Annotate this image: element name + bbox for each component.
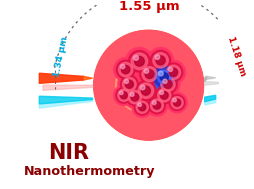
- Circle shape: [140, 85, 145, 90]
- Circle shape: [145, 70, 153, 78]
- Circle shape: [161, 60, 185, 84]
- Circle shape: [160, 77, 174, 91]
- Circle shape: [116, 60, 134, 79]
- Circle shape: [95, 32, 201, 139]
- Circle shape: [173, 99, 180, 106]
- Text: 1.34 μm: 1.34 μm: [52, 36, 69, 78]
- Polygon shape: [43, 85, 92, 90]
- Circle shape: [155, 87, 172, 104]
- Circle shape: [150, 50, 170, 70]
- Circle shape: [113, 58, 137, 81]
- Circle shape: [131, 93, 138, 101]
- Circle shape: [162, 79, 166, 83]
- Circle shape: [124, 79, 128, 84]
- Circle shape: [147, 47, 173, 73]
- Circle shape: [155, 72, 179, 96]
- Circle shape: [166, 65, 180, 80]
- Text: 1.55 μm: 1.55 μm: [119, 0, 179, 13]
- Polygon shape: [206, 76, 215, 79]
- Text: 1.18 μm: 1.18 μm: [225, 36, 246, 78]
- Circle shape: [89, 26, 207, 145]
- Polygon shape: [39, 100, 92, 108]
- Circle shape: [170, 97, 182, 109]
- Text: Nanothermometry: Nanothermometry: [24, 165, 155, 178]
- Circle shape: [135, 81, 155, 101]
- Circle shape: [126, 88, 143, 106]
- Circle shape: [113, 85, 133, 105]
- Circle shape: [168, 67, 172, 71]
- Circle shape: [172, 98, 176, 102]
- Circle shape: [116, 87, 131, 103]
- Circle shape: [160, 73, 168, 81]
- Circle shape: [158, 75, 177, 94]
- Circle shape: [158, 71, 163, 76]
- Circle shape: [117, 89, 129, 101]
- Circle shape: [91, 28, 205, 143]
- Circle shape: [93, 30, 203, 140]
- Circle shape: [163, 80, 171, 88]
- Circle shape: [160, 91, 167, 99]
- Circle shape: [120, 64, 124, 69]
- Circle shape: [134, 57, 144, 66]
- Circle shape: [119, 91, 123, 94]
- Circle shape: [130, 92, 134, 96]
- Circle shape: [115, 58, 170, 113]
- Circle shape: [128, 50, 150, 72]
- Circle shape: [128, 91, 141, 104]
- Polygon shape: [39, 96, 92, 104]
- Circle shape: [153, 84, 174, 106]
- Circle shape: [136, 101, 148, 113]
- Circle shape: [166, 93, 186, 113]
- Circle shape: [144, 69, 148, 73]
- Circle shape: [146, 95, 167, 116]
- Circle shape: [150, 99, 163, 112]
- Circle shape: [136, 62, 161, 87]
- Circle shape: [134, 99, 150, 115]
- Circle shape: [148, 97, 165, 114]
- Circle shape: [152, 101, 155, 105]
- Polygon shape: [204, 99, 215, 105]
- Polygon shape: [204, 81, 218, 85]
- Polygon shape: [39, 73, 83, 83]
- Circle shape: [133, 78, 158, 104]
- Circle shape: [169, 95, 184, 111]
- Circle shape: [141, 86, 150, 95]
- Circle shape: [159, 91, 163, 94]
- Circle shape: [139, 64, 159, 84]
- Text: NIR: NIR: [48, 143, 89, 163]
- Circle shape: [132, 97, 152, 117]
- Circle shape: [138, 83, 153, 98]
- Circle shape: [153, 67, 174, 87]
- Circle shape: [164, 63, 182, 82]
- Circle shape: [155, 56, 164, 65]
- Circle shape: [169, 68, 177, 77]
- Circle shape: [153, 102, 160, 109]
- Circle shape: [120, 92, 127, 99]
- Polygon shape: [204, 95, 215, 102]
- Circle shape: [152, 53, 168, 68]
- Circle shape: [122, 77, 136, 91]
- Circle shape: [157, 89, 170, 102]
- Circle shape: [118, 62, 132, 77]
- Circle shape: [131, 53, 147, 70]
- Polygon shape: [83, 76, 92, 80]
- Circle shape: [123, 86, 145, 108]
- Circle shape: [133, 55, 138, 60]
- Circle shape: [150, 63, 177, 91]
- Circle shape: [141, 67, 156, 82]
- Polygon shape: [204, 76, 206, 81]
- Circle shape: [154, 55, 159, 60]
- Circle shape: [157, 70, 170, 84]
- Circle shape: [126, 69, 159, 102]
- Circle shape: [93, 30, 203, 140]
- Circle shape: [125, 47, 153, 75]
- Circle shape: [121, 65, 129, 74]
- Circle shape: [137, 103, 141, 107]
- Circle shape: [120, 75, 138, 93]
- Circle shape: [118, 73, 140, 96]
- Circle shape: [138, 104, 145, 111]
- Circle shape: [125, 80, 133, 88]
